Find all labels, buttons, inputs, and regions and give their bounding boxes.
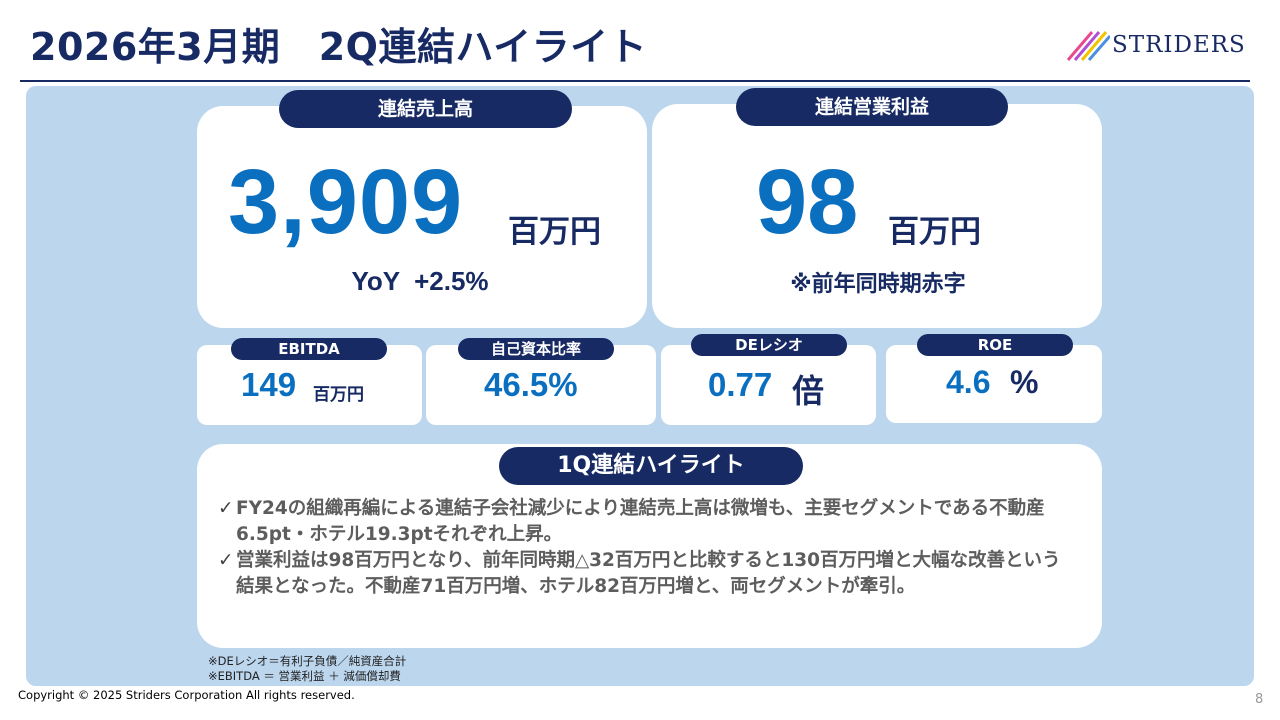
revenue-card (197, 106, 647, 328)
metric-label-roe: ROE (917, 334, 1073, 356)
highlights-list: ✓ FY24の組織再編による連結子会社減少により連結売上高は微増も、主要セグメン… (218, 496, 1078, 600)
metric-value-de-ratio: 0.77 (708, 366, 773, 403)
check-icon: ✓ (218, 498, 234, 519)
operating-income-unit: 百万円 (888, 214, 981, 250)
highlight-text: FY24の組織再編による連結子会社減少により連結売上高は微増も、主要セグメントで… (236, 498, 1045, 545)
operating-income-label: 連結営業利益 (736, 88, 1008, 126)
company-logo: STRIDERS (1066, 26, 1256, 66)
metric-value-ebitda: 149 (241, 366, 297, 403)
logo-stripes-icon (1066, 31, 1112, 61)
metric-unit-ebitda: 百万円 (313, 385, 364, 405)
revenue-unit: 百万円 (508, 214, 601, 250)
revenue-value: 3,909 (228, 151, 464, 253)
highlight-text: 営業利益は98百万円となり、前年同時期△32百万円と比較すると130百万円増と大… (236, 550, 1061, 597)
metric-label-equity-ratio: 自己資本比率 (458, 338, 614, 360)
page-number: 8 (1255, 692, 1264, 707)
metric-value-roe: 4.6 (946, 364, 991, 400)
highlight-item: ✓ FY24の組織再編による連結子会社減少により連結売上高は微増も、主要セグメン… (218, 496, 1078, 548)
highlights-heading: 1Q連結ハイライト (499, 447, 803, 485)
highlight-item: ✓ 営業利益は98百万円となり、前年同時期△32百万円と比較すると130百万円増… (218, 548, 1078, 600)
revenue-label: 連結売上高 (279, 90, 572, 128)
operating-income-value: 98 (756, 151, 859, 253)
operating-income-note: ※前年同時期赤字 (790, 272, 966, 297)
metric-unit-de-ratio: 倍 (792, 372, 825, 410)
metric-label-ebitda: EBITDA (231, 338, 387, 360)
metric-unit-roe: % (1010, 364, 1039, 400)
copyright: Copyright © 2025 Striders Corporation Al… (18, 688, 355, 702)
metric-value-equity-ratio: 46.5% (484, 366, 578, 403)
footnote-ebitda: ※EBITDA ＝ 営業利益 ＋ 減価償却費 (208, 669, 401, 683)
operating-income-card (652, 104, 1102, 328)
check-icon: ✓ (218, 550, 234, 571)
logo-text: STRIDERS (1112, 32, 1246, 58)
metric-card-roe (886, 345, 1102, 423)
revenue-yoy: YoY +2.5% (351, 266, 489, 296)
page-title: 2026年3月期 2Q連結ハイライト (30, 25, 648, 69)
metric-label-de-ratio: DEレシオ (691, 334, 847, 356)
metric-card-de-ratio (661, 345, 876, 425)
footnote-de-ratio: ※DEレシオ＝有利子負債／純資産合計 (208, 654, 407, 668)
header-divider (20, 80, 1250, 82)
